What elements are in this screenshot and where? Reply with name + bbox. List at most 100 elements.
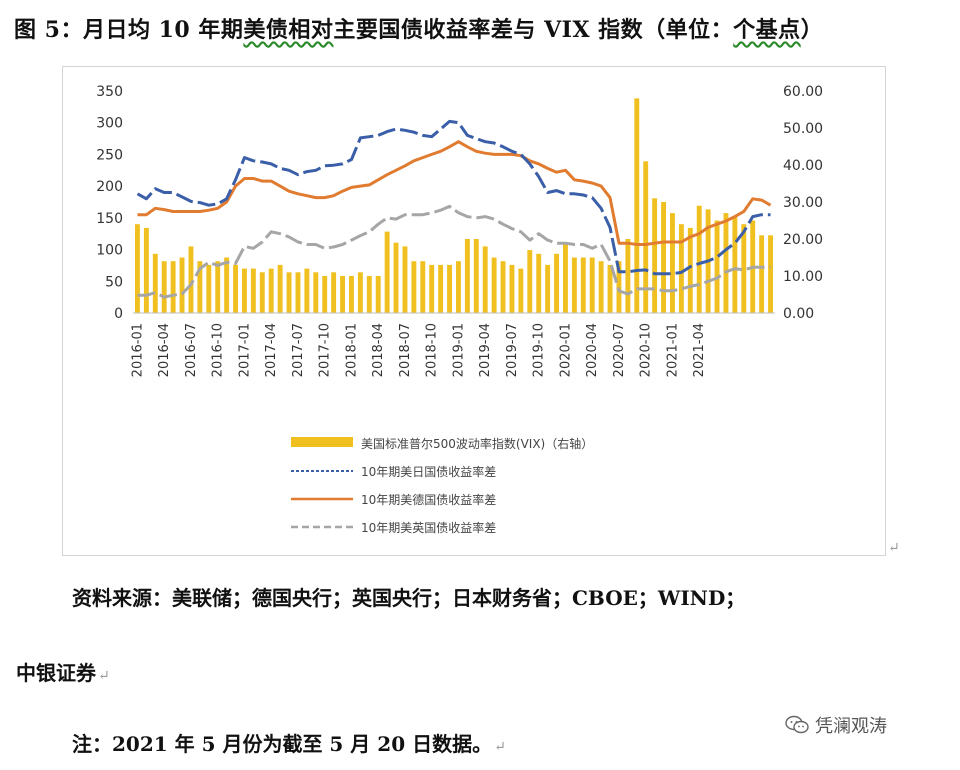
x-axis-tick-label: 2017-01 (237, 323, 252, 377)
vix-bar (616, 261, 622, 313)
vix-bar (313, 272, 319, 313)
legend-label: 10年期美日国债收益率差 (361, 464, 496, 479)
vix-bar (259, 272, 265, 313)
vix-bar (527, 250, 533, 313)
watermark: 凭澜观涛 (785, 712, 887, 738)
x-axis-tick-label: 2019-07 (505, 323, 520, 377)
vix-bar (589, 257, 595, 313)
us-uk-spread-line (137, 204, 771, 299)
vix-bar (161, 261, 167, 313)
vix-bar (447, 264, 452, 313)
x-axis-tick-label: 2019-04 (478, 323, 493, 377)
legend-swatch-vix (291, 437, 353, 447)
vix-bar (732, 216, 738, 313)
title-text-1: 图 5：月日均 10 年期 (14, 17, 244, 43)
x-axis-tick-label: 2018-04 (371, 323, 386, 377)
vix-bar (509, 264, 515, 313)
vix-bar (170, 261, 176, 313)
vix-bar (678, 224, 684, 313)
x-axis-tick-label: 2016-10 (211, 323, 226, 377)
vix-bar (491, 257, 497, 313)
vix-bar (224, 257, 230, 313)
vix-bar (464, 239, 470, 313)
vix-bar (545, 264, 551, 313)
vix-bar (233, 264, 238, 313)
vix-bar (661, 202, 666, 313)
left-axis-tick-label: 250 (96, 147, 123, 163)
left-axis-tick-label: 200 (96, 179, 123, 195)
right-axis-tick-label: 0.00 (783, 306, 814, 322)
paragraph-mark-chart: ↵ (888, 540, 900, 556)
vix-bar (670, 213, 675, 313)
left-axis-tick-label: 350 (96, 84, 123, 100)
vix-bar (402, 246, 408, 313)
source-text-2: 中银证券 (16, 661, 96, 685)
chart-frame: 0 50 100 150 200 250 300 350 0.00 10.00 20.00 30.0… (62, 66, 886, 556)
right-axis-tick-label: 50.00 (783, 121, 823, 137)
x-axis-tick-label: 2016-01 (130, 323, 145, 377)
vix-bar (393, 242, 399, 313)
x-axis-tick-label: 2021-01 (665, 323, 680, 377)
vix-bar (741, 224, 747, 313)
vix-bar (304, 268, 310, 313)
vix-bar (580, 257, 586, 313)
vix-bar (179, 257, 185, 313)
source-line-2: 中银证券 ↵ (16, 657, 110, 686)
chart-svg: 0 50 100 150 200 250 300 350 0.00 10.00 20.00 30.0… (96, 84, 823, 535)
vix-bar (571, 257, 577, 313)
vix-bar (634, 98, 640, 314)
right-axis-tick-label: 10.00 (783, 269, 823, 285)
wechat-icon (785, 715, 809, 734)
vix-bar (652, 198, 658, 313)
vix-bar (563, 242, 568, 313)
vix-bar (500, 261, 506, 313)
vix-bar (366, 276, 372, 313)
title-text-5: ） (800, 17, 824, 43)
x-axis-tick-label: 2018-01 (344, 323, 359, 377)
vix-bar (411, 261, 417, 313)
title-text-3: 主要国债收益率差与 VIX 指数（单位： (333, 17, 734, 43)
us-de-spread-line (137, 140, 772, 246)
vix-bar (242, 268, 247, 313)
vix-bar (554, 253, 559, 313)
us-jp-spread-line (136, 119, 771, 276)
vix-bar (295, 272, 301, 313)
vix-bar (696, 205, 702, 313)
right-axis-tick-label: 30.00 (783, 195, 823, 211)
legend-label: 美国标准普尔500波动率指数(VIX)（右轴） (361, 436, 593, 451)
figure-title: 图 5：月日均 10 年期美债相对主要国债收益率差与 VIX 指数（单位：个基点… (14, 12, 954, 44)
vix-bar (143, 227, 149, 313)
paragraph-mark-1: ↵ (98, 668, 110, 684)
x-axis-tick-label: 2017-04 (264, 323, 279, 377)
vix-bar (456, 261, 461, 313)
title-text-2: 美债相对 (243, 17, 334, 43)
x-axis-tick-label: 2018-10 (425, 323, 440, 377)
vix-bar (286, 272, 292, 313)
vix-bar (473, 239, 479, 313)
note-text: 注：2021 年 5 月份为截至 5 月 20 日数据。 (72, 732, 493, 756)
right-axis-tick-label: 60.00 (783, 84, 823, 100)
vix-bar (643, 161, 649, 313)
paragraph-mark-2: ↵ (494, 739, 506, 755)
vix-bar (268, 268, 274, 313)
vix-bar (349, 276, 354, 313)
vix-bar (518, 268, 524, 313)
x-axis-tick-label: 2016-07 (184, 323, 199, 377)
vix-bar (625, 239, 631, 313)
x-axis-tick-label: 2019-10 (532, 323, 547, 377)
vix-bar (188, 246, 194, 313)
vix-bar (429, 264, 435, 313)
vix-bar (482, 246, 488, 313)
vix-bar (340, 276, 345, 313)
legend-label: 10年期美英国债收益率差 (361, 520, 496, 535)
vix-bar (277, 264, 283, 313)
vix-bar (768, 235, 773, 313)
vix-bar (687, 227, 693, 313)
x-axis-tick-label: 2021-04 (692, 323, 707, 377)
x-axis-tick-label: 2016-04 (157, 323, 172, 377)
legend-label: 10年期美德国债收益率差 (361, 492, 496, 507)
left-axis-tick-label: 0 (114, 306, 123, 322)
watermark-text: 凭澜观涛 (815, 716, 887, 737)
x-axis-tick-label: 2019-01 (451, 323, 466, 377)
title-text-4: 个基点 (733, 17, 801, 43)
